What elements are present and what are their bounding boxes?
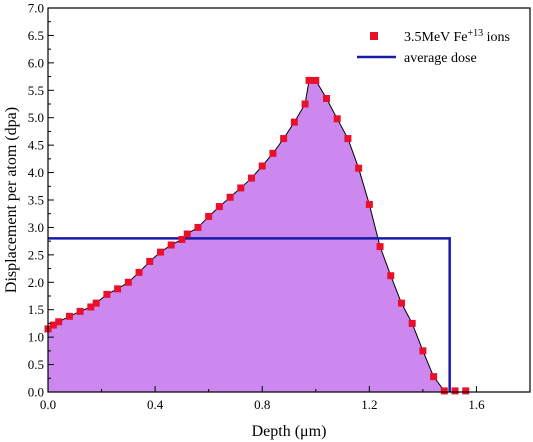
x-axis-title: Depth (μm) [252, 423, 327, 440]
data-point-marker [365, 200, 373, 208]
data-point-marker [419, 347, 427, 355]
data-point-marker [387, 272, 395, 280]
data-point-marker [114, 285, 122, 293]
data-point-marker [146, 257, 154, 265]
y-tick-label: 3.0 [28, 220, 44, 235]
y-tick-label: 1.5 [28, 302, 44, 317]
legend-label-fe-ions: 3.5MeV Fe+13 ions [404, 28, 510, 46]
y-axis-title: Displacement per atom (dpa) [3, 107, 20, 293]
data-point-marker [167, 241, 175, 249]
data-point-marker [92, 299, 100, 307]
y-tick-label: 2.5 [28, 247, 44, 262]
data-point-marker [87, 303, 95, 311]
data-point-marker [226, 193, 234, 201]
data-point-marker [135, 268, 143, 276]
data-point-marker [205, 212, 213, 220]
data-point-marker [124, 278, 132, 286]
data-point-marker [280, 135, 288, 143]
dpa-area-fill [47, 79, 445, 393]
data-point-marker [451, 387, 459, 395]
y-tick-label: 6.0 [28, 55, 44, 70]
data-point-marker [55, 318, 63, 326]
data-point-marker [312, 76, 320, 84]
y-tick-label: 6.5 [28, 28, 44, 43]
legend: 3.5MeV Fe+13 ions average dose [357, 28, 510, 66]
data-point-marker [376, 243, 384, 251]
data-point-marker [355, 164, 363, 172]
y-tick-label: 1.0 [28, 330, 44, 345]
data-point-marker [103, 290, 111, 298]
data-point-marker [258, 162, 266, 170]
y-tick-label: 3.5 [28, 193, 44, 208]
legend-marker-fe-ions [370, 32, 378, 40]
x-tick-label: 0.0 [40, 397, 56, 412]
data-point-marker [194, 223, 202, 231]
data-point-marker [156, 248, 164, 256]
data-point-marker [215, 203, 223, 211]
data-point-marker [65, 312, 73, 320]
data-point-marker [462, 387, 470, 395]
data-point-marker [344, 135, 352, 143]
data-point-marker [49, 321, 57, 329]
y-tick-label: 5.0 [28, 110, 44, 125]
data-point-marker [440, 387, 448, 395]
data-point-marker [305, 76, 313, 84]
y-tick-label: 4.5 [28, 138, 44, 153]
y-tick-label: 0.5 [28, 357, 44, 372]
y-tick-label: 5.5 [28, 83, 44, 98]
x-tick-label: 1.6 [468, 397, 485, 412]
data-point-marker [397, 299, 405, 307]
data-point-marker [322, 95, 330, 103]
data-point-marker [290, 118, 298, 126]
x-tick-label: 0.4 [147, 397, 164, 412]
y-tick-label: 4.0 [28, 165, 44, 180]
data-point-marker [248, 174, 256, 182]
data-point-marker [76, 307, 84, 315]
data-point-marker [183, 230, 191, 238]
x-tick-label: 0.8 [254, 397, 270, 412]
data-point-marker [301, 100, 309, 108]
data-point-marker [178, 235, 186, 243]
data-point-marker [269, 149, 277, 157]
data-point-marker [333, 115, 341, 123]
legend-label-average-dose: average dose [404, 51, 477, 66]
data-point-marker [430, 373, 438, 381]
data-point-marker [408, 319, 416, 327]
y-tick-label: 2.0 [28, 275, 44, 290]
x-tick-label: 1.2 [361, 397, 377, 412]
y-tick-label: 0.0 [28, 385, 44, 400]
data-point-marker [237, 184, 245, 192]
y-tick-label: 7.0 [28, 1, 44, 16]
